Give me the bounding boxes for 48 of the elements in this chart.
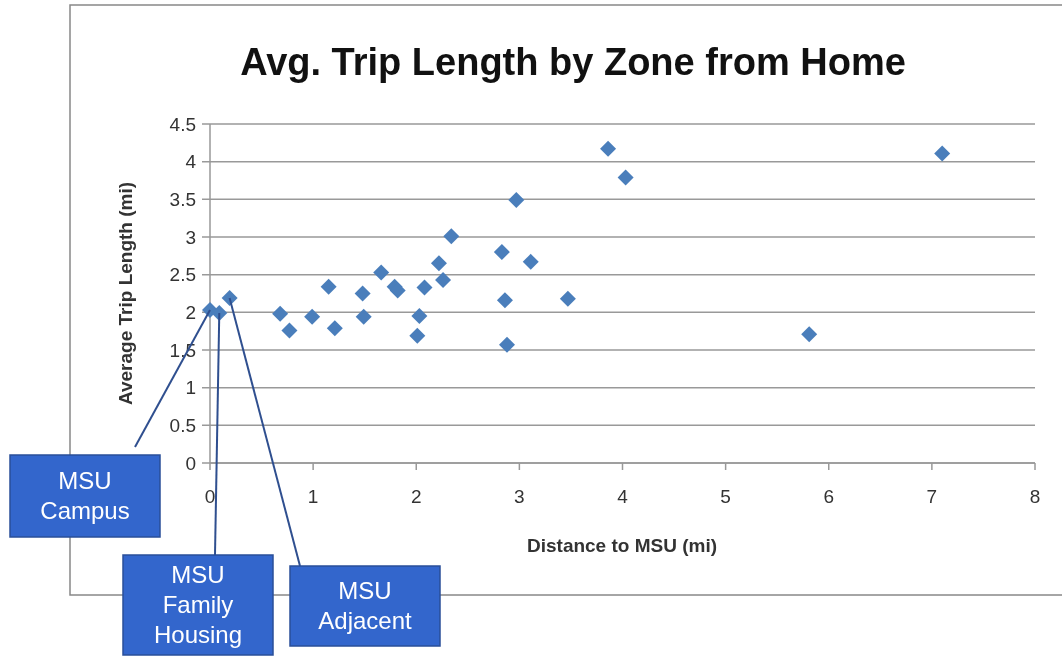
y-tick-label: 3.5 [169, 188, 196, 210]
x-tick-label: 4 [617, 486, 629, 507]
point [304, 308, 321, 325]
point [559, 290, 576, 307]
point [522, 253, 539, 270]
point [409, 327, 426, 344]
x-tick-label: 0 [204, 486, 216, 507]
point [354, 285, 371, 302]
x-tick-label: 6 [823, 486, 835, 507]
point [443, 228, 460, 245]
point [320, 278, 337, 295]
chart-title: Avg. Trip Length by Zone from Home [240, 41, 906, 83]
point [281, 322, 298, 339]
point [411, 308, 428, 325]
point [416, 279, 433, 296]
point [801, 326, 818, 343]
point [508, 192, 525, 209]
point [272, 305, 289, 322]
point [496, 292, 513, 309]
point [435, 271, 452, 288]
annotation: MSU Campus [40, 467, 130, 525]
x-tick-label: 3 [514, 486, 525, 507]
y-tick-label: 1 [185, 377, 196, 399]
x-tick-label: 1 [307, 486, 319, 507]
y-tick-label: 4 [185, 151, 197, 173]
y-tick-label: 3 [185, 226, 196, 248]
point [355, 308, 372, 325]
x-axis-title: Distance to MSU (mi) [526, 535, 718, 556]
y-tick-label: 0 [185, 452, 196, 474]
x-tick-label: 7 [926, 486, 938, 507]
point [326, 320, 343, 337]
point [373, 264, 390, 281]
point [499, 336, 515, 353]
x-tick-label: 5 [720, 486, 731, 507]
annotation: MSU Family Housing [153, 561, 243, 649]
point [493, 244, 510, 261]
annotation: MSU Adjacent [318, 577, 413, 635]
point [617, 169, 634, 186]
y-axis-title: Average Trip Length (mi) [115, 181, 136, 406]
point [934, 145, 951, 162]
y-tick-label: 4.5 [169, 113, 196, 135]
x-tick-label: 8 [1029, 486, 1041, 507]
point [430, 255, 447, 272]
y-tick-label: 2 [185, 301, 196, 323]
point [600, 140, 617, 157]
y-tick-label: 0.5 [169, 414, 196, 436]
y-tick-label: 2.5 [169, 264, 196, 286]
x-tick-label: 2 [410, 486, 422, 507]
